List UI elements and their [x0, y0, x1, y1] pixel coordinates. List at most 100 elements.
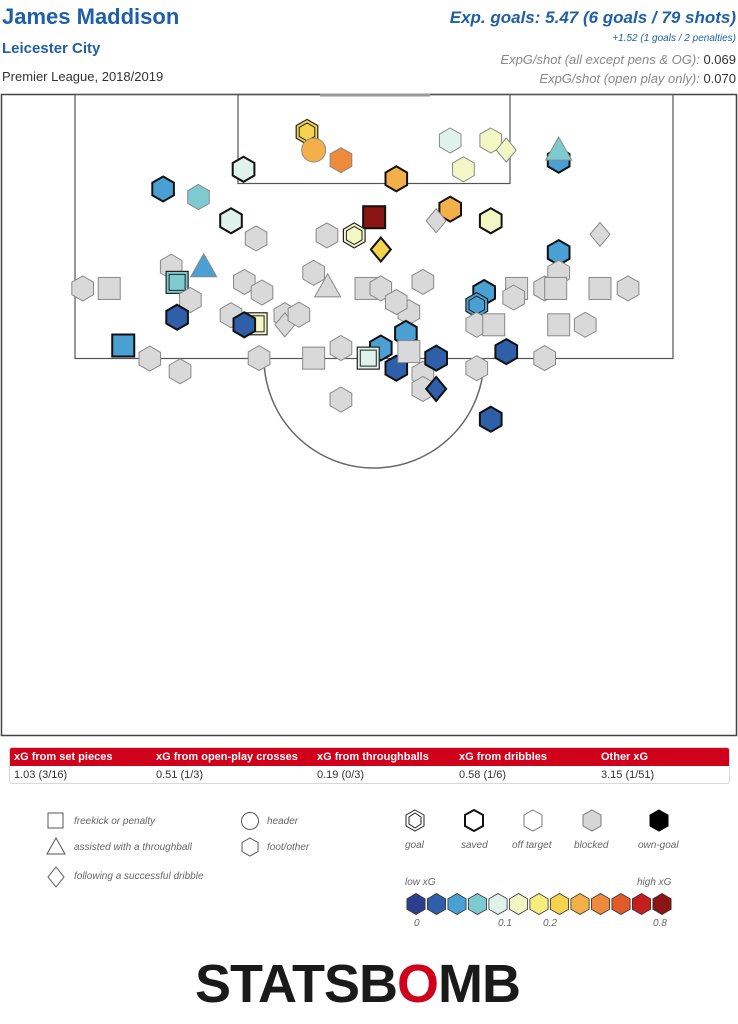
shot-marker — [250, 279, 274, 306]
scale-swatch — [426, 893, 447, 915]
off-target-outcome-icon — [523, 809, 543, 832]
shot-marker — [302, 259, 325, 286]
shot-shape — [247, 345, 271, 372]
throughball-triangle-icon — [46, 836, 66, 855]
summary-header-other: Other xG — [601, 751, 649, 763]
shot-marker — [329, 147, 353, 174]
shot-shape — [250, 279, 274, 306]
shot-marker — [302, 346, 326, 370]
shot-shape — [397, 340, 421, 364]
shot-shape — [219, 207, 243, 235]
shot-marker — [616, 275, 640, 302]
shot-marker — [168, 358, 192, 385]
shot-marker — [384, 165, 409, 193]
legend-dribble-label: following a successful dribble — [74, 871, 204, 882]
shot-shape — [71, 275, 94, 302]
scale-swatch — [447, 893, 467, 915]
xg-summary-table: xG from set pieces xG from open-play cro… — [9, 747, 730, 784]
shot-marker — [315, 222, 339, 249]
summary-value-throughballs: 0.19 (0/3) — [317, 769, 365, 781]
shot-shape — [465, 355, 489, 382]
shot-shape — [329, 386, 353, 413]
shot-marker — [71, 275, 94, 302]
shot-shape — [244, 225, 268, 252]
shot-marker — [138, 345, 162, 372]
shot-shape — [494, 337, 519, 366]
xg-rate-open-play: ExpG/shot (open play only): 0.070 — [539, 71, 736, 86]
shot-shape — [329, 147, 353, 174]
shot-shape — [478, 405, 503, 433]
scale-swatch — [591, 893, 610, 915]
logo-target-o: O — [396, 954, 439, 1014]
logo-text-end: MB — [438, 954, 521, 1014]
scale-swatch — [467, 893, 488, 915]
summary-value-crosses: 0.51 (1/3) — [156, 769, 204, 781]
legend-goal-label: goal — [405, 840, 425, 851]
shot-shape — [151, 175, 175, 203]
shot-marker — [588, 276, 612, 300]
xg-penalties-note: +1.52 (1 goals / 2 penalties) — [612, 33, 736, 44]
shot-marker — [244, 225, 268, 252]
shot-shape — [179, 286, 202, 314]
shot-marker — [478, 405, 503, 433]
shot-marker — [438, 127, 462, 154]
shot-shape — [356, 346, 380, 370]
saved-outcome-icon — [464, 808, 484, 833]
shot-shape — [384, 165, 409, 193]
shot-shape — [479, 127, 503, 154]
shot-shape — [425, 207, 447, 234]
shot-shape — [502, 284, 525, 311]
shot-marker — [424, 344, 448, 372]
scale-tick-0-8: 0.8 — [653, 918, 667, 929]
pitch-markings — [0, 93, 738, 737]
legend-off-target-label: off target — [512, 840, 553, 851]
shot-shape — [231, 155, 256, 183]
goal-outcome-inner-icon — [408, 812, 422, 829]
scale-swatch — [652, 893, 672, 915]
shot-shape — [495, 137, 517, 163]
shot-marker — [247, 345, 271, 372]
goal-inner-outline — [345, 225, 363, 245]
xg-rate-non-penalty: ExpG/shot (all except pens & OG): 0.069 — [500, 52, 736, 67]
shot-marker — [313, 272, 342, 298]
shot-shape — [187, 183, 210, 211]
shot-marker — [233, 268, 256, 295]
shot-shape — [588, 276, 612, 300]
shot-marker — [479, 127, 503, 154]
shot-marker — [287, 301, 311, 328]
xg-rate-open-play-label: ExpG/shot (open play only): — [539, 71, 700, 86]
header-circle-icon — [241, 812, 259, 830]
xg-summary-header-row: xG from set pieces xG from open-play cro… — [10, 748, 729, 766]
shot-shape — [385, 289, 408, 316]
shot-shape — [533, 345, 556, 372]
shot-shape — [315, 222, 339, 249]
summary-value-other: 3.15 (1/51) — [601, 769, 655, 781]
scale-swatch — [406, 893, 426, 915]
team-name: Leicester City — [2, 40, 101, 57]
shots-layer — [71, 118, 640, 433]
summary-value-set-pieces: 1.03 (3/16) — [14, 769, 68, 781]
shot-marker — [179, 286, 202, 314]
shot-shape — [482, 313, 506, 337]
legend-blocked-label: blocked — [574, 840, 609, 851]
shot-marker — [465, 355, 489, 382]
scale-tick-0: 0 — [414, 918, 420, 929]
shot-shape — [138, 345, 162, 372]
legend-foot-label: foot/other — [267, 842, 310, 853]
shot-shape — [233, 268, 256, 295]
shot-marker — [482, 313, 506, 337]
shot-marker — [329, 386, 353, 413]
scale-swatch — [508, 893, 528, 915]
shot-marker — [165, 270, 189, 294]
goal-inner-outline — [359, 349, 377, 367]
shot-shape — [189, 252, 218, 278]
shot-marker — [232, 311, 257, 339]
shot-marker — [111, 333, 136, 358]
shot-shape — [111, 333, 136, 358]
scale-swatch — [529, 893, 549, 915]
scale-swatch — [570, 893, 590, 915]
shot-marker — [356, 346, 380, 370]
legend-saved-label: saved — [461, 840, 488, 851]
summary-value-dribbles: 0.58 (1/6) — [459, 769, 507, 781]
shot-shape — [97, 276, 121, 300]
